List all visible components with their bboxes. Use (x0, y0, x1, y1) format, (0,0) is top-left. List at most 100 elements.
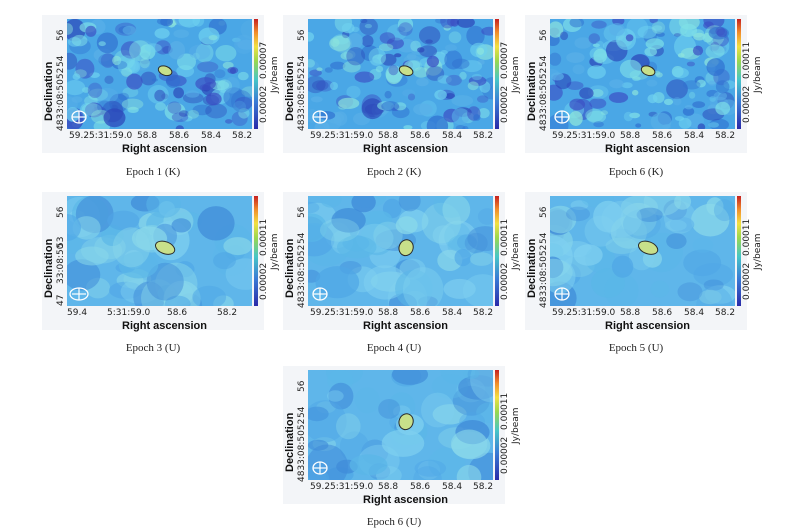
x-tick-label: 58.4 (442, 308, 463, 318)
y-tick-label: 56 (297, 206, 307, 218)
colorbar-unit-label: Jy/beam (270, 233, 280, 270)
x-axis-label: Right ascension (605, 320, 690, 332)
epoch-caption: Epoch 6 (U) (366, 516, 422, 528)
x-tick-label: 58.8 (378, 308, 399, 318)
x-tick-label: 58.8 (137, 131, 158, 141)
x-axis-label: Right ascension (605, 143, 690, 155)
sky-map-image (308, 196, 493, 306)
x-tick-label: 58.2 (473, 482, 494, 492)
x-tick-label: 5:31:59.0 (572, 308, 616, 318)
x-tick-label: 5:31:59.0 (330, 308, 374, 318)
x-tick-label: 59.4 (67, 308, 88, 318)
x-tick-label: 5:31:59.0 (330, 131, 374, 141)
y-tick-label: 56 (56, 29, 66, 41)
epoch-caption: Epoch 6 (K) (608, 166, 664, 178)
x-tick-label: 58.8 (620, 308, 641, 318)
y-tick-label: 56 (539, 29, 549, 41)
y-tick-label: 4833:08:5052 (539, 67, 549, 131)
y-tick-label: 56 (297, 29, 307, 41)
epoch-caption: Epoch 4 (U) (366, 342, 422, 354)
x-tick-label: 59.2 (310, 482, 331, 492)
x-tick-label: 58.6 (169, 131, 190, 141)
colorbar-tick-low: 0.00002 (500, 262, 510, 300)
x-tick-label: 58.4 (201, 131, 222, 141)
y-tick-label: 54 (539, 55, 549, 67)
colorbar (495, 370, 499, 480)
y-tick-label: 4833:08:5052 (297, 67, 307, 131)
x-tick-label: 58.6 (410, 308, 431, 318)
y-tick-label: 33:08:50 (56, 243, 66, 284)
noise-map-svg (67, 196, 252, 306)
noise-map-svg (550, 196, 735, 306)
source-ellipse (398, 413, 414, 431)
y-axis-label: Declination (43, 61, 55, 121)
sky-map-image (308, 19, 493, 129)
sky-map-image (67, 19, 252, 129)
y-tick-label: 56 (539, 206, 549, 218)
sky-map-image (67, 196, 252, 306)
x-tick-label: 59.2 (552, 131, 573, 141)
x-tick-label: 58.2 (217, 308, 238, 318)
colorbar-tick-low: 0.00002 (500, 85, 510, 123)
colorbar (254, 196, 258, 306)
y-tick-label: 54 (297, 232, 307, 244)
colorbar-tick-low: 0.00002 (259, 262, 269, 300)
beam-symbol-icon (312, 461, 328, 475)
y-tick-label: 54 (297, 55, 307, 67)
noise-map-svg (308, 370, 493, 480)
x-tick-label: 59.2 (552, 308, 573, 318)
y-axis-label: Declination (526, 238, 538, 298)
colorbar (254, 19, 258, 129)
y-tick-label: 54 (56, 55, 66, 67)
x-axis-label: Right ascension (363, 143, 448, 155)
x-tick-label: 58.6 (410, 131, 431, 141)
x-tick-label: 58.2 (473, 308, 494, 318)
beam-symbol-icon (554, 287, 570, 301)
colorbar-tick-high: 0.00011 (742, 218, 752, 256)
colorbar-tick-low: 0.00002 (500, 436, 510, 474)
colorbar (495, 19, 499, 129)
x-axis-label: Right ascension (122, 143, 207, 155)
x-axis-label: Right ascension (363, 494, 448, 506)
x-tick-label: 58.6 (652, 308, 673, 318)
y-axis-label: Declination (284, 61, 296, 121)
x-tick-label: 58.6 (167, 308, 188, 318)
colorbar-tick-high: 0.00011 (259, 218, 269, 256)
beam-symbol-icon (69, 287, 89, 301)
x-tick-label: 58.8 (378, 482, 399, 492)
epoch-caption: Epoch 1 (K) (125, 166, 181, 178)
colorbar-unit-label: Jy/beam (753, 56, 763, 93)
x-tick-label: 59.2 (69, 131, 90, 141)
noise-map-svg (550, 19, 735, 129)
x-tick-label: 5:31:59.0 (89, 131, 133, 141)
y-tick-label: 56 (297, 380, 307, 392)
x-axis-label: Right ascension (363, 320, 448, 332)
beam-symbol-icon (71, 110, 87, 124)
colorbar-tick-high: 0.00011 (500, 218, 510, 256)
colorbar-tick-low: 0.00002 (742, 262, 752, 300)
colorbar-tick-high: 0.00007 (500, 41, 510, 79)
beam-symbol-icon (312, 110, 328, 124)
colorbar-tick-low: 0.00002 (259, 85, 269, 123)
x-tick-label: 58.4 (442, 131, 463, 141)
y-axis-label: Declination (284, 412, 296, 472)
x-tick-label: 59.2 (310, 308, 331, 318)
y-tick-label: 4833:08:5052 (56, 67, 66, 131)
y-tick-label: 56 (56, 206, 66, 218)
noise-map-svg (67, 19, 252, 129)
source-ellipse (637, 240, 659, 255)
y-tick-label: 4833:08:5052 (539, 244, 549, 308)
y-tick-label: 54 (297, 406, 307, 418)
source-ellipse (154, 240, 176, 255)
colorbar (495, 196, 499, 306)
noise-map-svg (308, 19, 493, 129)
x-tick-label: 58.4 (684, 131, 705, 141)
x-tick-label: 59.2 (310, 131, 331, 141)
x-tick-label: 58.2 (715, 308, 736, 318)
source-ellipse (398, 65, 414, 77)
x-tick-label: 58.8 (620, 131, 641, 141)
colorbar-tick-low: 0.00002 (742, 85, 752, 123)
y-axis-label: Declination (284, 238, 296, 298)
sky-map-image (550, 19, 735, 129)
colorbar-tick-high: 0.00007 (259, 41, 269, 79)
